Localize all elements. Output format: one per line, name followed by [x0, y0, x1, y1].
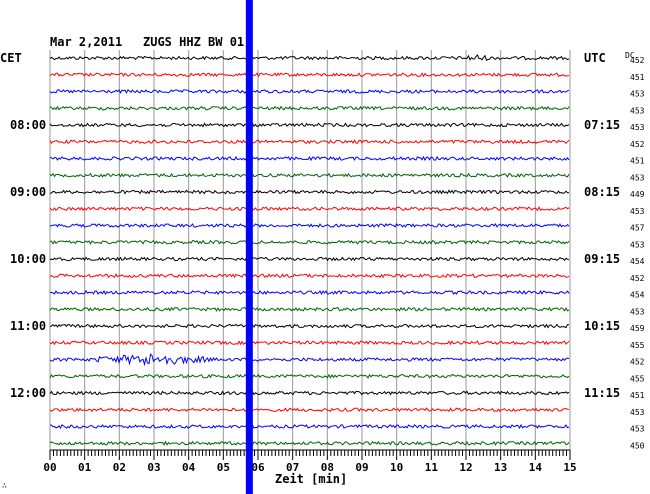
time-grid	[49, 50, 571, 450]
trace-row	[50, 239, 570, 245]
trace-row	[49, 172, 570, 178]
dc-value: 454	[630, 291, 645, 300]
dc-value: 452	[630, 358, 645, 367]
utc-time-label: 10:15	[584, 319, 620, 333]
x-tick-label: 07	[286, 461, 299, 474]
dc-value: 451	[630, 391, 645, 400]
dc-value: 452	[630, 56, 645, 65]
chart-date: Mar 2,2011	[50, 35, 122, 49]
dc-value: 453	[630, 90, 645, 99]
dc-value: 455	[630, 374, 645, 383]
event-marker-bar	[245, 0, 253, 494]
seismic-traces	[49, 54, 570, 446]
trace-row	[49, 222, 570, 228]
dc-value: 459	[630, 324, 645, 333]
dc-value: 450	[630, 441, 645, 450]
trace-row	[49, 353, 570, 367]
trace-row	[49, 273, 570, 279]
x-tick-label: 06	[251, 461, 265, 474]
trace-row	[49, 289, 570, 296]
trace-row	[49, 407, 570, 413]
x-tick-label: 04	[182, 461, 196, 474]
cet-time-label: 09:00	[10, 185, 46, 199]
trace-row	[49, 306, 570, 312]
utc-time-label: 07:15	[584, 118, 620, 132]
dc-value: 453	[630, 307, 645, 316]
dc-value: 454	[630, 257, 645, 266]
trace-row	[49, 139, 570, 145]
trace-row	[49, 256, 570, 262]
cet-time-labels: 08:00 09:00 10:00 11:00 12:00	[10, 118, 46, 400]
trace-row	[49, 72, 570, 78]
chart-station: ZUGS HHZ BW 01	[143, 35, 244, 49]
utc-time-label: 08:15	[584, 185, 620, 199]
dc-value: 451	[630, 73, 645, 82]
trace-row	[49, 105, 570, 111]
x-tick-label: 09	[355, 461, 368, 474]
x-tick-label: 02	[113, 461, 126, 474]
utc-time-label: 09:15	[584, 252, 620, 266]
cet-time-label: 08:00	[10, 118, 46, 132]
dc-value: 453	[630, 123, 645, 132]
dc-value: 451	[630, 157, 645, 166]
dc-value: 453	[630, 173, 645, 182]
x-tick-label: 12	[459, 461, 472, 474]
trace-row	[49, 390, 570, 396]
dc-value: 452	[630, 274, 645, 283]
x-tick-label: 14	[529, 461, 543, 474]
trace-row	[49, 206, 570, 212]
x-tick-label: 15	[563, 461, 576, 474]
x-tick-label: 10	[390, 461, 403, 474]
dc-value: 453	[630, 240, 645, 249]
corner-mark: ∴	[2, 481, 7, 490]
dc-value: 453	[630, 408, 645, 417]
utc-time-labels: UTC 07:15 08:15 09:15 10:15 11:15	[584, 51, 620, 400]
trace-row	[49, 155, 570, 162]
dc-value: 453	[630, 207, 645, 216]
left-zone-label: CET	[0, 51, 22, 65]
cet-time-label: 12:00	[10, 386, 46, 400]
x-tick-label: 00	[43, 461, 56, 474]
x-tick-label: 08	[321, 461, 334, 474]
x-tick-label: 01	[78, 461, 92, 474]
x-tick-label: 05	[217, 461, 230, 474]
dc-value: 453	[630, 425, 645, 434]
x-tick-label: 13	[494, 461, 507, 474]
trace-row	[49, 440, 570, 446]
x-tick-label: 03	[147, 461, 160, 474]
dc-header: DC	[625, 51, 635, 60]
dc-value: 457	[630, 224, 645, 233]
cet-time-label: 11:00	[10, 319, 46, 333]
trace-row	[50, 423, 570, 430]
dc-value: 455	[630, 341, 645, 350]
trace-row	[49, 373, 570, 379]
x-axis-label: Zeit [min]	[275, 472, 347, 486]
cet-time-label: 10:00	[10, 252, 46, 266]
trace-row	[49, 122, 570, 128]
trace-row	[49, 189, 569, 195]
trace-row	[49, 323, 569, 329]
trace-row	[49, 340, 570, 346]
dc-values: 452 451 453 453 453 452 451 453 449 453 457 453 454 4…	[630, 56, 645, 450]
utc-time-label: 11:15	[584, 386, 620, 400]
trace-row	[49, 54, 570, 62]
dc-value: 453	[630, 106, 645, 115]
dc-value: 449	[630, 190, 645, 199]
utc-time-label: UTC	[584, 51, 606, 65]
trace-row	[49, 89, 570, 94]
x-tick-label: 11	[425, 461, 439, 474]
x-axis: 00 01 02 03 04 05 06 07 08 09 10 11 12 13 14 15	[43, 449, 577, 474]
dc-value: 452	[630, 140, 645, 149]
